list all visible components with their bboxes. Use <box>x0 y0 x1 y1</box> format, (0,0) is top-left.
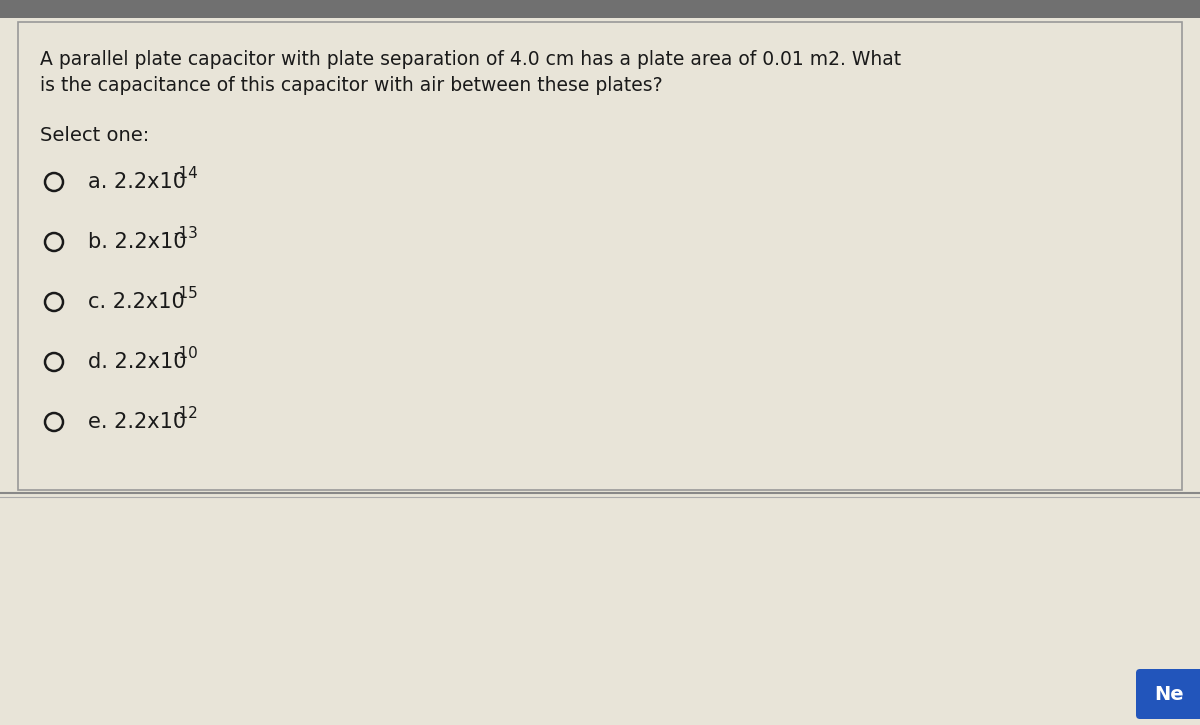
Text: -15: -15 <box>173 286 198 301</box>
Text: A parallel plate capacitor with plate separation of 4.0 cm has a plate area of 0: A parallel plate capacitor with plate se… <box>40 50 901 69</box>
Text: -12: -12 <box>173 406 198 421</box>
Text: a. 2.2x10: a. 2.2x10 <box>88 172 186 192</box>
Text: -14: -14 <box>173 166 198 181</box>
Text: Select one:: Select one: <box>40 126 149 145</box>
Text: e. 2.2x10: e. 2.2x10 <box>88 412 186 432</box>
FancyBboxPatch shape <box>1136 669 1200 719</box>
Text: d. 2.2x10: d. 2.2x10 <box>88 352 186 372</box>
FancyBboxPatch shape <box>0 0 1200 18</box>
Text: Ne: Ne <box>1154 684 1183 703</box>
Text: b. 2.2x10: b. 2.2x10 <box>88 232 186 252</box>
Text: -10: -10 <box>173 346 198 361</box>
FancyBboxPatch shape <box>18 22 1182 490</box>
Text: c. 2.2x10: c. 2.2x10 <box>88 292 185 312</box>
Text: is the capacitance of this capacitor with air between these plates?: is the capacitance of this capacitor wit… <box>40 76 662 95</box>
Text: -13: -13 <box>173 226 198 241</box>
